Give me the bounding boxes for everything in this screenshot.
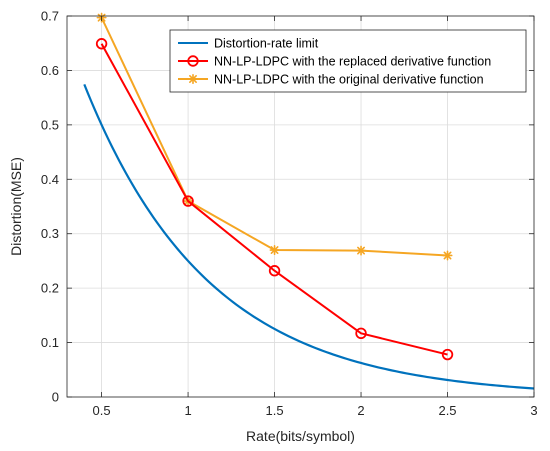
series-line [100,43,448,356]
marker-stroke [270,246,279,254]
x-tick-label: 3 [530,403,537,418]
y-tick-label: 0.2 [41,281,59,296]
data-point [95,38,108,50]
series-layer [83,12,535,390]
series-1 [83,83,535,390]
marker-stroke [443,251,452,260]
data-point [355,327,367,340]
y-tick-label: 0.6 [41,63,59,78]
legend-entry-1: Distortion-rate limit [178,36,319,50]
data-point [269,245,280,256]
y-axis-label: Distortion(MSE) [8,157,24,256]
legend: Distortion-rate limit NN-LP-LDPC with the… [169,29,527,93]
marker-stroke [189,75,197,83]
y-tick-label: 0.3 [41,226,59,241]
y-tick-label: 0.1 [41,335,59,350]
legend-marker [188,74,198,84]
data-point [182,195,194,207]
plot-frame [66,15,535,398]
y-tick-label: 0.5 [41,117,59,132]
data-point [268,265,281,277]
legend-label: Distortion-rate limit [214,36,319,50]
y-tick-label: 0 [52,390,59,405]
x-axis-label: Rate(bits/symbol) [246,428,355,444]
legend-marker [187,55,199,67]
x-tick-label: 1 [184,403,191,418]
legend-entry-3: NN-LP-LDPC with the original derivative … [178,72,484,86]
x-tick-label: 2.5 [438,403,456,418]
legend-entry-2: NN-LP-LDPC with the replaced derivative … [178,54,491,68]
data-point [441,348,454,361]
x-tick-label: 1.5 [266,403,284,418]
marker-stroke [357,246,365,255]
x-axis-ticks: 0.5 1 1.5 2 2.5 3 [93,16,538,418]
x-tick-label: 2 [357,403,364,418]
series-line [83,83,535,390]
y-axis-ticks: 0 0.1 0.2 0.3 0.4 0.5 0.6 0.7 [41,9,534,405]
legend-box [169,29,527,93]
data-point [356,245,367,256]
data-point [442,250,453,261]
y-tick-label: 0.7 [41,9,59,24]
series-2 [95,38,454,361]
legend-label: NN-LP-LDPC with the replaced derivative … [214,54,491,68]
y-tick-label: 0.4 [41,172,59,187]
x-tick-label: 0.5 [93,403,111,418]
legend-label: NN-LP-LDPC with the original derivative … [214,72,484,86]
